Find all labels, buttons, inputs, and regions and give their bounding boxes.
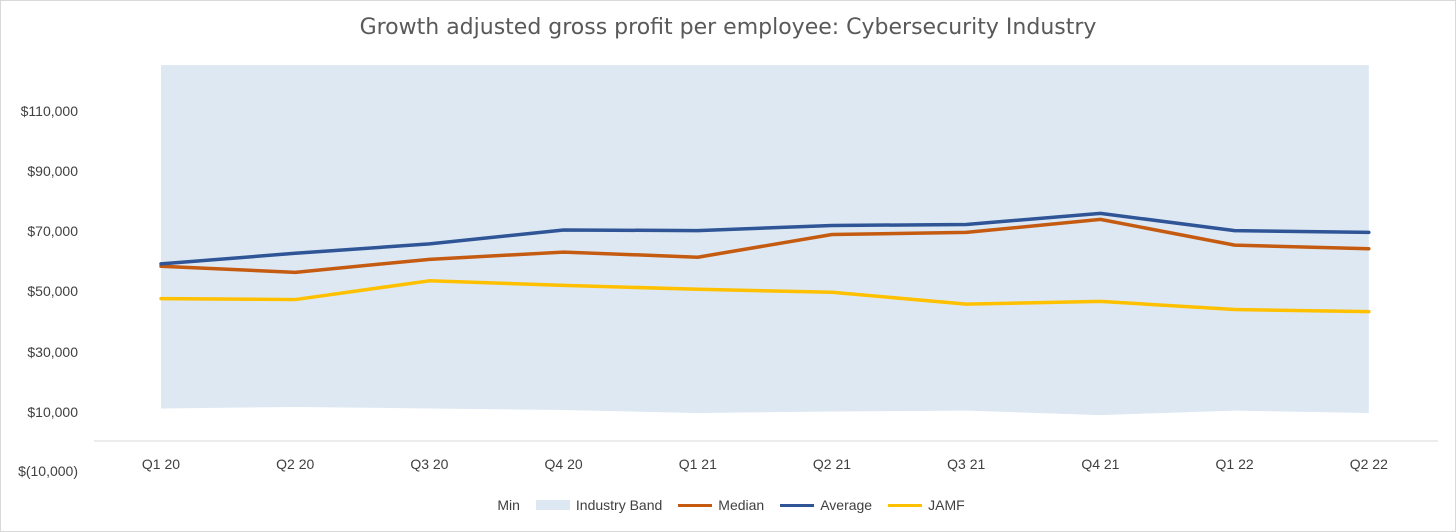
legend-label-band: Industry Band <box>575 497 663 513</box>
legend-item-band: Industry Band <box>535 497 663 513</box>
y-tick-label: $90,000 <box>27 163 78 179</box>
x-tick-label: Q2 22 <box>1350 456 1388 472</box>
x-tick-label: Q3 20 <box>410 456 448 472</box>
x-tick-label: Q2 21 <box>813 456 851 472</box>
y-tick-label: $70,000 <box>27 223 78 239</box>
x-tick-label: Q3 21 <box>947 456 985 472</box>
legend-swatch-median <box>678 503 713 507</box>
x-tick-label: Q2 20 <box>276 456 314 472</box>
legend-item-median: Median <box>678 497 764 513</box>
series-line-median <box>159 217 1371 275</box>
y-tick-label: $110,000 <box>21 103 79 119</box>
x-tick-label: Q4 20 <box>545 456 583 472</box>
industry-band-area <box>161 65 1369 416</box>
legend-label-average: Average <box>820 497 873 513</box>
legend-item-min: Min <box>491 497 520 513</box>
x-tick-label: Q4 21 <box>1081 456 1119 472</box>
series-layer <box>159 211 1371 314</box>
legend-label-min: Min <box>497 497 520 513</box>
y-tick-label: $50,000 <box>27 283 78 299</box>
chart-legend: Min Industry Band Median Average JAMF <box>1 497 1455 513</box>
y-tick-label: $(10,000) <box>18 463 78 479</box>
legend-label-jamf: JAMF <box>928 497 965 513</box>
legend-label-median: Median <box>718 497 765 513</box>
legend-swatch-jamf <box>888 503 923 507</box>
label-layer: $110,000 $90,000 $70,000 $50,000 $30,000 $10,… <box>18 103 1388 479</box>
legend-swatch-band <box>535 500 570 510</box>
x-tick-label: Q1 21 <box>679 456 717 472</box>
x-tick-label: Q1 22 <box>1216 456 1254 472</box>
band-layer <box>161 65 1369 416</box>
y-tick-label: $30,000 <box>27 344 78 360</box>
series-line-average <box>159 211 1371 266</box>
legend-swatch-average <box>780 503 815 507</box>
chart-title: Growth adjusted gross profit per employe… <box>359 15 1097 40</box>
series-line-jamf <box>159 279 1371 314</box>
x-tick-label: Q1 20 <box>142 456 180 472</box>
y-tick-label: $10,000 <box>27 404 78 420</box>
legend-item-average: Average <box>780 497 872 513</box>
legend-item-jamf: JAMF <box>888 497 965 513</box>
